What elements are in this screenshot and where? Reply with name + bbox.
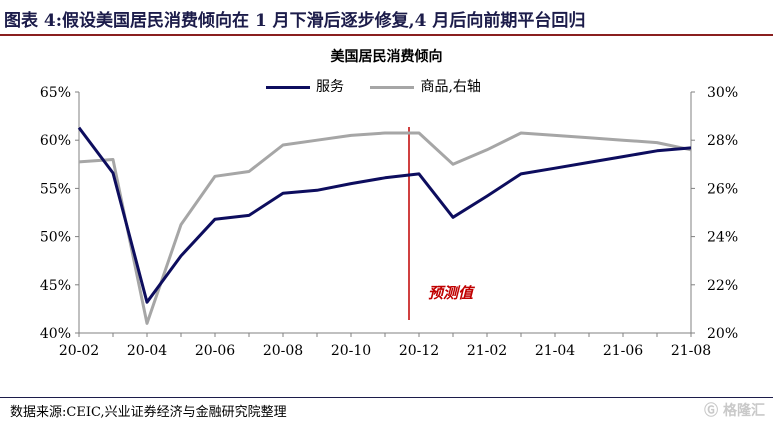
legend-item-goods: 商品,右轴 [370, 76, 481, 96]
y-left-tick-label: 65% [40, 85, 71, 101]
y-right-tick-label: 22% [707, 278, 738, 294]
y-left-tick-label: 45% [40, 278, 71, 294]
y-left-tick-label: 50% [40, 230, 71, 246]
chart-title: 美国居民消费倾向 [330, 49, 443, 65]
watermark-text: 格隆汇 [723, 403, 765, 419]
legend-item-services: 服务 [266, 76, 344, 96]
y-left-tick-label: 40% [40, 326, 71, 342]
x-tick-label: 20-02 [59, 343, 99, 359]
x-tick-label: 21-08 [671, 343, 711, 359]
x-tick-label: 20-04 [127, 343, 167, 359]
y-right-tick-label: 30% [707, 85, 738, 101]
series-line-services [77, 126, 692, 304]
y-right-tick-label: 26% [707, 181, 738, 197]
legend-label-goods: 商品,右轴 [420, 79, 481, 95]
footer-rule [0, 397, 773, 398]
y-right-tick-label: 28% [707, 133, 738, 149]
watermark-logo: Ⓖ 格隆汇 [704, 403, 765, 419]
x-tick-label: 20-08 [263, 343, 303, 359]
x-tick-label: 21-02 [467, 343, 507, 359]
line-chart: 40% 45% 50% 55% 60% 65% 20% 22% 24% 26% 28% 30% 20-0… [40, 85, 738, 359]
x-tick-label: 20-06 [195, 343, 235, 359]
legend-line-goods [370, 85, 415, 89]
x-tick-label: 20-10 [331, 343, 371, 359]
forecast-label: 预测值 [428, 284, 476, 302]
header-rule [0, 34, 773, 36]
y-left-tick-label: 60% [40, 133, 71, 149]
y-right-tick-label: 20% [707, 326, 738, 342]
x-tick-label: 21-06 [603, 343, 643, 359]
y-left-tick-label: 55% [40, 181, 71, 197]
x-tick-label: 21-04 [535, 343, 575, 359]
y-right-tick-label: 24% [707, 230, 738, 246]
series-line-goods [78, 131, 692, 325]
legend-line-services [266, 85, 310, 89]
source-note: 数据来源:CEIC,兴业证券经济与金融研究院整理 [10, 405, 287, 420]
x-tick-label: 20-12 [399, 343, 439, 359]
figure-title: 图表 4:假设美国居民消费倾向在 1 月下滑后逐步修复,4 月后向前期平台回归 [4, 11, 586, 31]
legend-label-services: 服务 [316, 79, 344, 95]
chart-legend: 服务 商品,右轴 [266, 76, 503, 96]
figure-header: 图表 4:假设美国居民消费倾向在 1 月下滑后逐步修复,4 月后向前期平台回归 [0, 0, 773, 34]
